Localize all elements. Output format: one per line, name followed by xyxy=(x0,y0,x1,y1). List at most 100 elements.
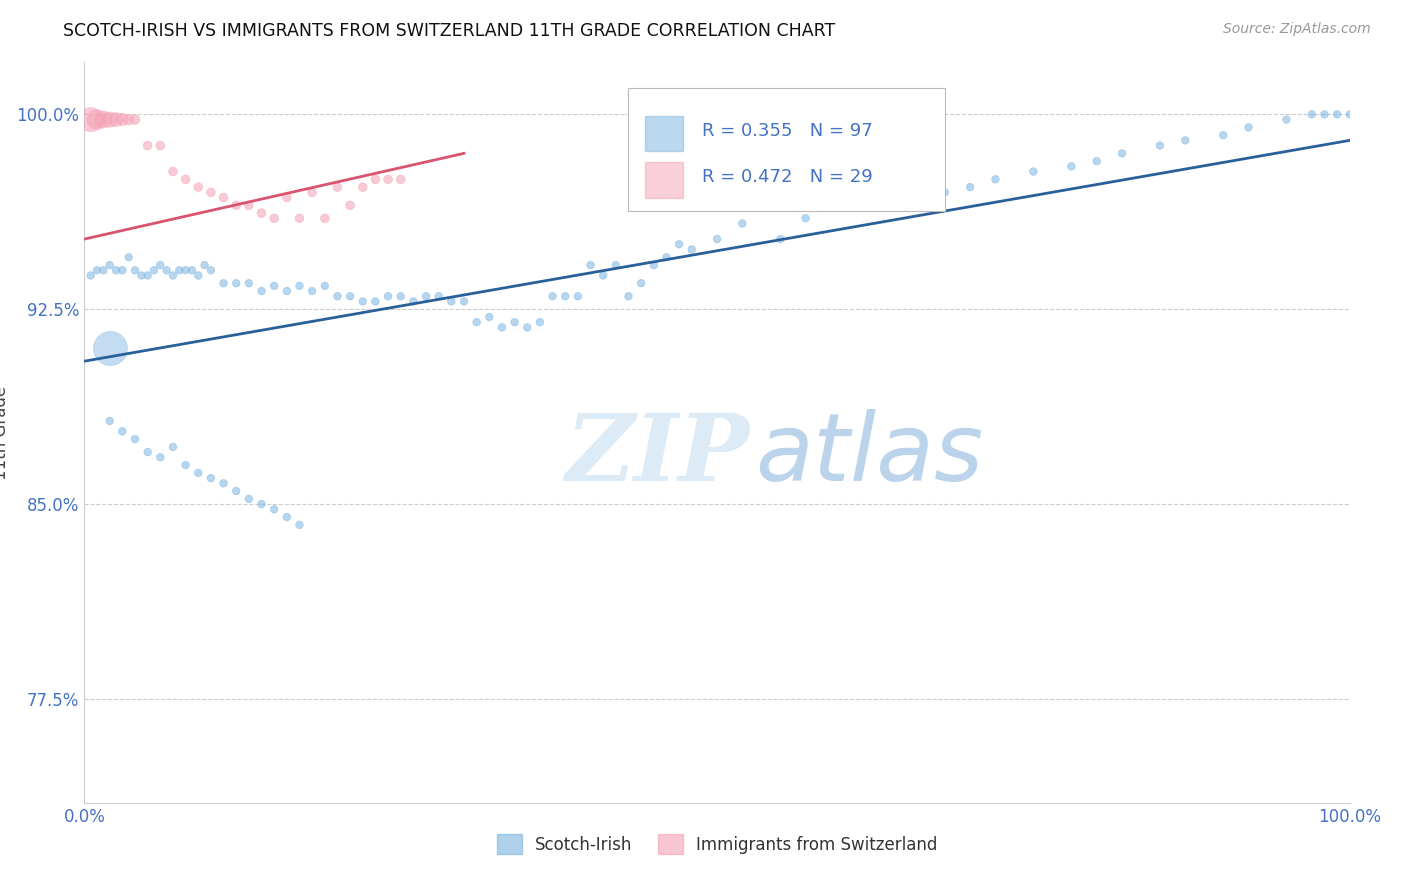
Point xyxy=(149,258,172,272)
Point xyxy=(143,263,166,277)
Point xyxy=(174,172,197,186)
Point xyxy=(105,263,127,277)
Point xyxy=(1301,107,1323,121)
Point xyxy=(124,112,146,127)
Text: R = 0.355   N = 97: R = 0.355 N = 97 xyxy=(702,121,873,139)
Point xyxy=(149,138,172,153)
Point xyxy=(301,186,323,200)
Point xyxy=(194,258,217,272)
Point xyxy=(250,284,273,298)
Point xyxy=(212,476,235,491)
Y-axis label: 11th Grade: 11th Grade xyxy=(0,385,10,480)
Point xyxy=(1326,107,1348,121)
Point xyxy=(124,263,146,277)
Point xyxy=(263,278,285,293)
Point xyxy=(794,211,817,226)
Point xyxy=(491,320,513,334)
Point xyxy=(377,172,399,186)
Text: atlas: atlas xyxy=(755,409,983,500)
Point xyxy=(643,258,665,272)
Point xyxy=(440,294,463,309)
Point xyxy=(288,278,311,293)
Point xyxy=(1022,164,1045,178)
Point xyxy=(79,112,103,127)
Point xyxy=(681,243,703,257)
Point xyxy=(187,466,209,480)
Point xyxy=(200,263,222,277)
Point xyxy=(174,263,197,277)
Point xyxy=(339,198,361,212)
Point xyxy=(668,237,690,252)
Point xyxy=(105,112,127,127)
Point xyxy=(959,180,981,194)
Point xyxy=(364,172,387,186)
Point xyxy=(1085,154,1108,169)
Point xyxy=(136,445,159,459)
Point xyxy=(934,186,956,200)
Text: SCOTCH-IRISH VS IMMIGRANTS FROM SWITZERLAND 11TH GRADE CORRELATION CHART: SCOTCH-IRISH VS IMMIGRANTS FROM SWITZERL… xyxy=(63,22,835,40)
Point xyxy=(326,180,349,194)
Point xyxy=(93,263,115,277)
Point xyxy=(516,320,538,334)
Point xyxy=(174,458,197,472)
Point xyxy=(1174,133,1197,147)
Point xyxy=(288,211,311,226)
Point xyxy=(212,190,235,204)
Point xyxy=(1060,159,1083,173)
Point xyxy=(415,289,437,303)
Point xyxy=(162,440,184,454)
Point xyxy=(98,414,121,428)
Point xyxy=(478,310,501,324)
Point xyxy=(118,250,141,264)
Point xyxy=(326,289,349,303)
Point xyxy=(263,211,285,226)
Text: Source: ZipAtlas.com: Source: ZipAtlas.com xyxy=(1223,22,1371,37)
Point xyxy=(706,232,728,246)
Point xyxy=(541,289,564,303)
Point xyxy=(579,258,602,272)
Point xyxy=(339,289,361,303)
Point xyxy=(503,315,526,329)
Point xyxy=(225,198,247,212)
Point xyxy=(276,510,298,524)
Point xyxy=(149,450,172,465)
Point xyxy=(98,112,121,127)
Point xyxy=(465,315,488,329)
Point xyxy=(111,425,134,439)
Point xyxy=(276,190,298,204)
Point xyxy=(200,186,222,200)
Point xyxy=(162,268,184,283)
FancyBboxPatch shape xyxy=(645,116,683,152)
Point xyxy=(86,263,108,277)
Point xyxy=(1237,120,1260,135)
Point xyxy=(1212,128,1234,143)
Point xyxy=(155,263,177,277)
Point xyxy=(377,289,399,303)
Point xyxy=(769,232,792,246)
Point xyxy=(402,294,425,309)
Point xyxy=(605,258,627,272)
Point xyxy=(111,112,134,127)
Point xyxy=(567,289,589,303)
Point xyxy=(655,250,678,264)
Point xyxy=(98,258,121,272)
Point xyxy=(238,491,260,506)
FancyBboxPatch shape xyxy=(645,162,683,198)
Point xyxy=(592,268,614,283)
Point xyxy=(136,138,159,153)
Point xyxy=(162,164,184,178)
Point xyxy=(896,190,918,204)
Point xyxy=(858,198,880,212)
Point xyxy=(276,284,298,298)
Point xyxy=(79,268,103,283)
Point xyxy=(212,277,235,291)
Point xyxy=(453,294,475,309)
FancyBboxPatch shape xyxy=(628,88,945,211)
Point xyxy=(314,278,336,293)
Point xyxy=(364,294,387,309)
Point xyxy=(111,263,134,277)
Point xyxy=(731,217,754,231)
Point xyxy=(617,289,640,303)
Point xyxy=(238,198,260,212)
Point xyxy=(225,484,247,499)
